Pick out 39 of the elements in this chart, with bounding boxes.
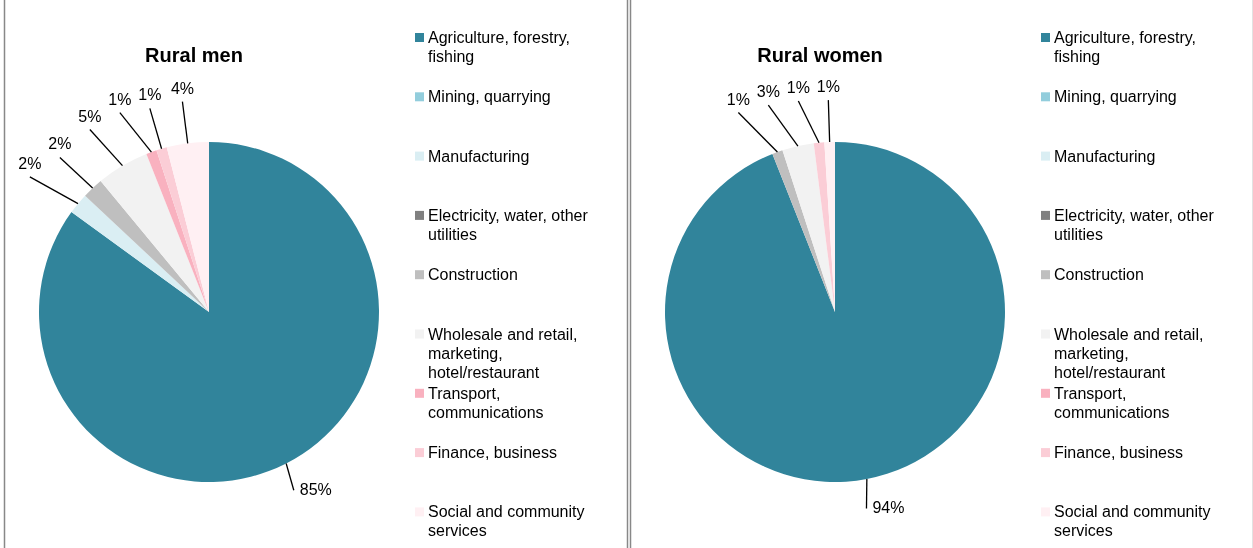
legend-label: Finance, business [1054, 444, 1183, 462]
legend-label: Mining, quarrying [428, 88, 551, 106]
data-label: 1% [108, 90, 132, 108]
data-label: 4% [170, 79, 194, 97]
legend-label: Electricity, water, other utilities [428, 206, 589, 243]
legend-label: Construction [428, 266, 518, 284]
legend-label: Mining, quarrying [1054, 88, 1177, 106]
data-label: 3% [756, 83, 780, 101]
data-label: 94% [872, 499, 905, 517]
legend-label: Social and community services [428, 503, 585, 540]
legend-label: Transport, communications [1054, 384, 1170, 421]
text: Rural women [757, 44, 883, 66]
legend-label: Electricity, water, other utilities [1054, 206, 1215, 243]
legend-label: Wholesale and retail, marketing, hotel/restaurant [1054, 325, 1204, 381]
legend-label: Manufacturing [428, 147, 530, 165]
data-label: 85% [299, 481, 332, 499]
pie-slice [85, 181, 209, 312]
data-label: 1% [726, 90, 750, 108]
data-label: 5% [78, 107, 102, 125]
data-label: 2% [48, 135, 72, 153]
pie-slice [782, 143, 835, 312]
legend-label: Construction [1054, 266, 1144, 284]
text: Rural men [145, 44, 243, 66]
pie-slice [772, 150, 835, 312]
data-label: 2% [18, 154, 42, 172]
data-label: 1% [816, 78, 840, 96]
legend-label: Wholesale and retail, marketing, hotel/restaurant [428, 325, 578, 381]
legend-label: Agriculture, forestry, fishing [428, 29, 570, 65]
legend-label: Finance, business [428, 444, 557, 462]
legend-label: Transport, communications [428, 384, 544, 421]
data-label: 1% [786, 78, 810, 96]
legend-label: Agriculture, forestry, fishing [1054, 29, 1196, 65]
data-label: 1% [138, 86, 162, 104]
legend-label: Social and community services [1054, 503, 1211, 540]
legend-label: Manufacturing [1054, 147, 1156, 165]
pie-slice [166, 142, 209, 312]
pie-slice [146, 150, 209, 312]
pie-slice [665, 142, 1005, 482]
pie-slice [100, 153, 209, 312]
